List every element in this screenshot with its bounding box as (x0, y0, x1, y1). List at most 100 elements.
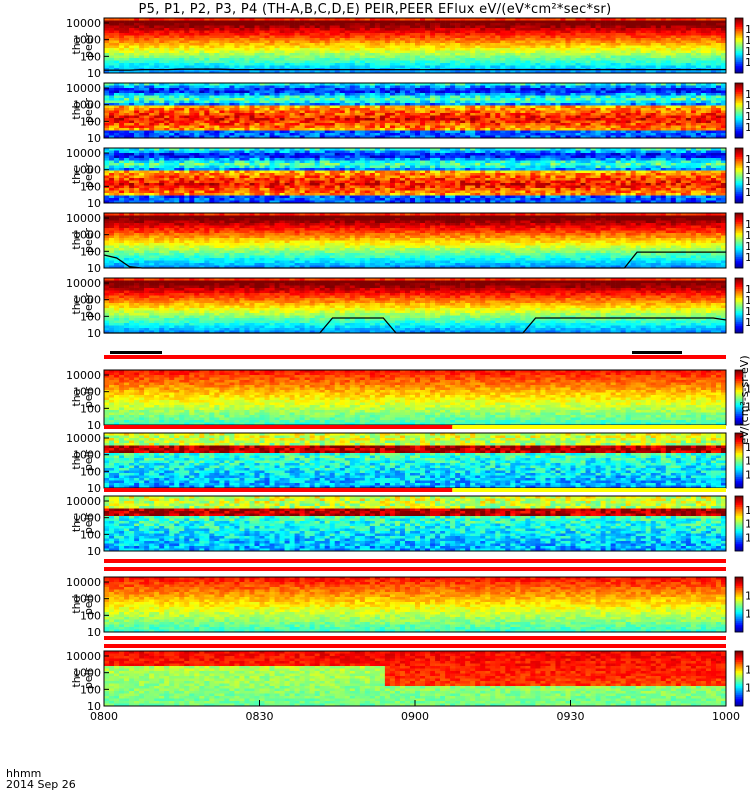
heatmap-cell (600, 55, 606, 59)
heatmap-cell (199, 20, 205, 24)
heatmap-cell (259, 130, 265, 134)
heatmap-cell (409, 83, 416, 86)
heatmap-cell (430, 133, 436, 136)
heatmap-cell (555, 60, 561, 64)
heatmap-cell (209, 55, 215, 59)
heatmap-cell (254, 55, 260, 59)
heatmap-cell (620, 63, 626, 66)
heatmap-cell (495, 93, 501, 96)
heatmap-cell (224, 48, 230, 51)
heatmap-cell (425, 93, 431, 96)
heatmap-cell (495, 70, 501, 74)
heatmap-cell (420, 128, 426, 131)
heatmap-cell (179, 130, 185, 134)
heatmap-cell (650, 60, 657, 64)
heatmap-cell (299, 33, 305, 36)
heatmap-cell (304, 63, 310, 66)
heatmap-cell (214, 53, 220, 56)
heatmap-cell (109, 25, 115, 29)
heatmap-cell (600, 48, 606, 51)
heatmap-cell (189, 118, 195, 121)
heatmap-cell (179, 85, 185, 89)
heatmap-cell (680, 38, 687, 41)
heatmap-cell (219, 38, 225, 41)
heatmap-cell (450, 120, 456, 124)
heatmap-cell (209, 25, 215, 29)
heatmap-cell (595, 25, 601, 29)
heatmap-cell (189, 43, 195, 46)
heatmap-cell (415, 33, 421, 36)
heatmap-cell (124, 63, 130, 66)
heatmap-cell (104, 33, 110, 36)
heatmap-cell (199, 55, 205, 59)
heatmap-cell (560, 90, 566, 94)
heatmap-cell (505, 63, 511, 66)
heatmap-cell (610, 38, 616, 41)
heatmap-cell (264, 100, 270, 104)
heatmap-cell (169, 33, 175, 36)
heatmap-cell (114, 58, 120, 61)
heatmap-cell (294, 28, 300, 31)
heatmap-cell (399, 113, 406, 116)
heatmap-cell (404, 28, 411, 31)
heatmap-cell (415, 38, 421, 41)
heatmap-cell (470, 130, 476, 134)
heatmap-cell (575, 95, 581, 99)
heatmap-cell (359, 45, 366, 49)
heatmap-cell (605, 43, 611, 46)
heatmap-cell (204, 130, 210, 134)
heatmap-cell (450, 110, 456, 114)
heatmap-cell (695, 40, 702, 44)
heatmap-cell (319, 108, 326, 111)
heatmap-cell (334, 20, 341, 24)
heatmap-cell (314, 30, 320, 34)
heatmap-cell (344, 28, 351, 31)
heatmap-cell (480, 25, 486, 29)
heatmap-cell (399, 120, 406, 124)
heatmap-cell (470, 40, 476, 44)
heatmap-cell (680, 58, 687, 61)
heatmap-cell (334, 25, 341, 29)
heatmap-cell (625, 30, 631, 34)
heatmap-cell (264, 53, 270, 56)
heatmap-cell (114, 98, 120, 101)
heatmap-cell (595, 105, 601, 109)
heatmap-cell (184, 98, 190, 101)
heatmap-cell (515, 60, 521, 64)
heatmap-cell (545, 118, 551, 121)
heatmap-cell (585, 90, 591, 94)
heatmap-cell (199, 93, 205, 96)
heatmap-cell (174, 28, 180, 31)
heatmap-cell (109, 115, 115, 119)
heatmap-cell (555, 90, 561, 94)
heatmap-cell (264, 18, 270, 21)
heatmap-cell (244, 50, 250, 54)
heatmap-cell (660, 45, 667, 49)
heatmap-cell (324, 35, 331, 39)
heatmap-cell (575, 38, 581, 41)
heatmap-cell (615, 25, 621, 29)
heatmap-cell (104, 68, 110, 71)
heatmap-cell (430, 103, 436, 106)
heatmap-cell (154, 95, 160, 99)
heatmap-cell (229, 35, 235, 39)
heatmap-cell (415, 83, 421, 86)
heatmap-cell (520, 133, 526, 136)
heatmap-cell (445, 135, 451, 139)
heatmap-cell (104, 93, 110, 96)
heatmap-cell (575, 135, 581, 139)
heatmap-cell (700, 58, 707, 61)
heatmap-cell (194, 83, 200, 86)
heatmap-cell (455, 18, 461, 21)
heatmap-cell (179, 93, 185, 96)
heatmap-cell (334, 60, 341, 64)
heatmap-cell (154, 133, 160, 136)
heatmap-cell (620, 30, 626, 34)
heatmap-cell (139, 130, 145, 134)
heatmap-cell (580, 118, 586, 121)
heatmap-cell (470, 50, 476, 54)
heatmap-cell (284, 98, 290, 101)
colorbar-segment (735, 69, 743, 72)
heatmap-cell (199, 128, 205, 131)
heatmap-cell (234, 43, 240, 46)
